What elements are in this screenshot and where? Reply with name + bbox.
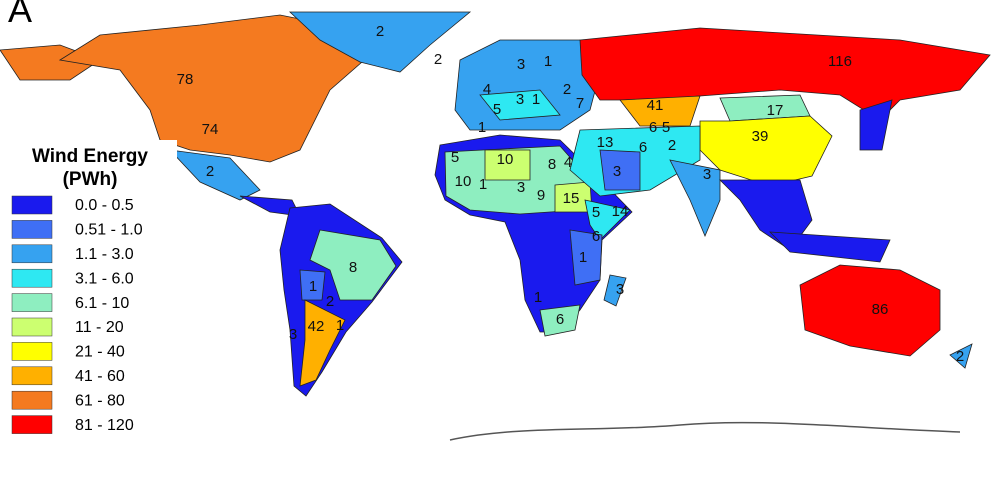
country-label: 1 xyxy=(336,317,344,334)
legend-swatch xyxy=(11,317,53,337)
country-label: 2 xyxy=(326,293,334,310)
country-label: 7 xyxy=(576,95,584,112)
country-label: 1 xyxy=(532,91,540,108)
country-label: 116 xyxy=(828,53,852,70)
country-label: 74 xyxy=(202,121,219,138)
legend-swatch xyxy=(11,342,53,361)
country-label: 5 xyxy=(493,101,501,118)
panel-label: A xyxy=(8,0,32,30)
country-label: 6 xyxy=(556,311,564,328)
country-label: 1 xyxy=(479,176,487,193)
country-label: 2 xyxy=(434,51,442,68)
country-label: 5 xyxy=(592,204,600,221)
legend-label: 41 - 60 xyxy=(75,368,125,385)
legend-label: 0.51 - 1.0 xyxy=(75,222,143,239)
country-label: 3 xyxy=(613,163,621,180)
legend-label: 3.1 - 6.0 xyxy=(75,270,134,287)
legend-swatch xyxy=(11,293,53,312)
country-label: 3 xyxy=(289,326,297,343)
legend-swatch xyxy=(11,195,53,215)
legend-swatch xyxy=(11,390,53,410)
country-label: 6 xyxy=(649,119,657,136)
legend-swatch xyxy=(11,415,53,434)
legend-label: 11 - 20 xyxy=(75,319,124,336)
country-label: 3 xyxy=(517,179,525,196)
country-label: 10 xyxy=(455,173,472,190)
legend-label: 6.1 - 10 xyxy=(75,295,129,312)
country-label: 1 xyxy=(309,278,317,295)
legend-label: 0.0 - 0.5 xyxy=(75,197,134,214)
country-label: 41 xyxy=(647,97,664,114)
country-label: 6 xyxy=(639,139,647,156)
country-label: 86 xyxy=(872,301,889,318)
country-label: 2 xyxy=(668,137,676,154)
country-label: 1 xyxy=(544,53,552,70)
country-label: 15 xyxy=(563,190,580,207)
country-label: 8 xyxy=(548,156,556,173)
legend-label: 61 - 80 xyxy=(75,392,125,409)
country-label: 14 xyxy=(612,203,629,220)
country-label: 3 xyxy=(517,56,525,73)
country-label: 5 xyxy=(662,119,670,136)
country-label: 13 xyxy=(597,134,614,151)
country-label: 3 xyxy=(516,91,524,108)
legend-swatch xyxy=(11,268,53,288)
country-label: 17 xyxy=(767,102,784,119)
legend-title: (PWh) xyxy=(63,169,118,190)
country-label: 5 xyxy=(451,149,459,166)
country-label: 3 xyxy=(703,166,711,183)
country-label: 10 xyxy=(497,151,514,168)
country-label: 8 xyxy=(349,259,357,276)
country-label: 78 xyxy=(177,71,194,88)
legend-swatch xyxy=(11,220,53,239)
legend-label: 1.1 - 3.0 xyxy=(75,246,134,263)
country-label: 1 xyxy=(478,119,486,136)
legend-swatch xyxy=(11,244,53,264)
landmasses xyxy=(0,11,991,441)
legend-label: 21 - 40 xyxy=(75,344,125,361)
country-label: 39 xyxy=(752,128,769,145)
country-label: 2 xyxy=(563,81,571,98)
country-label: 6 xyxy=(592,228,600,245)
country-label: 42 xyxy=(308,318,325,335)
country-label: 2 xyxy=(956,348,964,365)
legend: Wind Energy (PWh) 0.0 - 0.5 0.51 - 1.0 1.1… xyxy=(5,140,177,442)
country-label: 1 xyxy=(579,249,587,266)
country-label: 3 xyxy=(616,281,624,298)
country-label: 2 xyxy=(206,163,214,180)
legend-swatch xyxy=(11,366,53,386)
country-label: 1 xyxy=(534,289,542,306)
legend-title: Wind Energy xyxy=(32,146,148,167)
legend-label: 81 - 120 xyxy=(75,417,134,434)
country-label: 9 xyxy=(537,187,545,204)
country-label: 2 xyxy=(376,23,384,40)
country-label: 4 xyxy=(564,154,572,171)
country-label: 4 xyxy=(483,81,491,98)
